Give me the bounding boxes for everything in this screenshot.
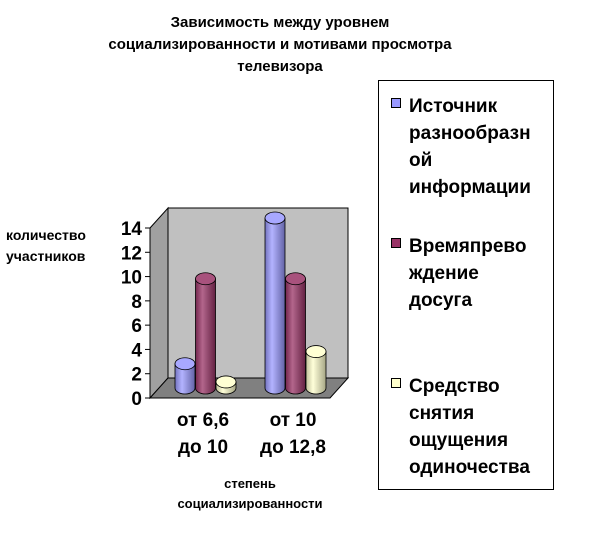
legend-label: Средство снятия ощущения одиночества	[409, 376, 530, 478]
x-tick-label: от 6,6	[177, 410, 229, 431]
legend-swatch	[391, 378, 401, 388]
x-axis-label: степень социализированности	[177, 476, 323, 511]
x-tick-label: до 12,8	[260, 437, 326, 458]
x-tick-label: от 10	[270, 410, 317, 431]
bar	[305, 351, 327, 395]
y-axis-label: количество участников	[6, 227, 86, 264]
y-tick-label: 10	[121, 268, 142, 289]
bar-top	[305, 345, 327, 358]
legend-swatch	[391, 238, 401, 248]
x-tick-label: до 10	[178, 437, 228, 458]
bar-top	[285, 272, 306, 286]
bar	[264, 217, 286, 395]
chart-title: Зависимость между уровнем социализирован…	[108, 14, 452, 75]
legend: Источник разнообразн ой информации Время…	[378, 80, 554, 490]
y-tick-label: 0	[131, 389, 142, 410]
y-tick-label: 4	[131, 340, 142, 361]
legend-label: Времяпрево ждение досуга	[409, 236, 527, 311]
side-wall	[149, 206, 169, 400]
bar-top	[174, 357, 196, 371]
bar	[285, 278, 306, 395]
bar-top	[264, 211, 286, 225]
y-tick-label: 8	[131, 292, 142, 313]
bar-top	[195, 272, 216, 286]
bar	[195, 278, 216, 395]
bar-top	[215, 375, 237, 389]
y-tick-label: 12	[121, 243, 142, 264]
legend-label: Источник разнообразн ой информации	[409, 96, 531, 198]
legend-swatch	[391, 98, 401, 108]
bar	[174, 363, 196, 395]
y-tick-label: 14	[121, 219, 143, 240]
y-tick-label: 2	[131, 365, 142, 386]
y-tick-label: 6	[131, 316, 142, 337]
